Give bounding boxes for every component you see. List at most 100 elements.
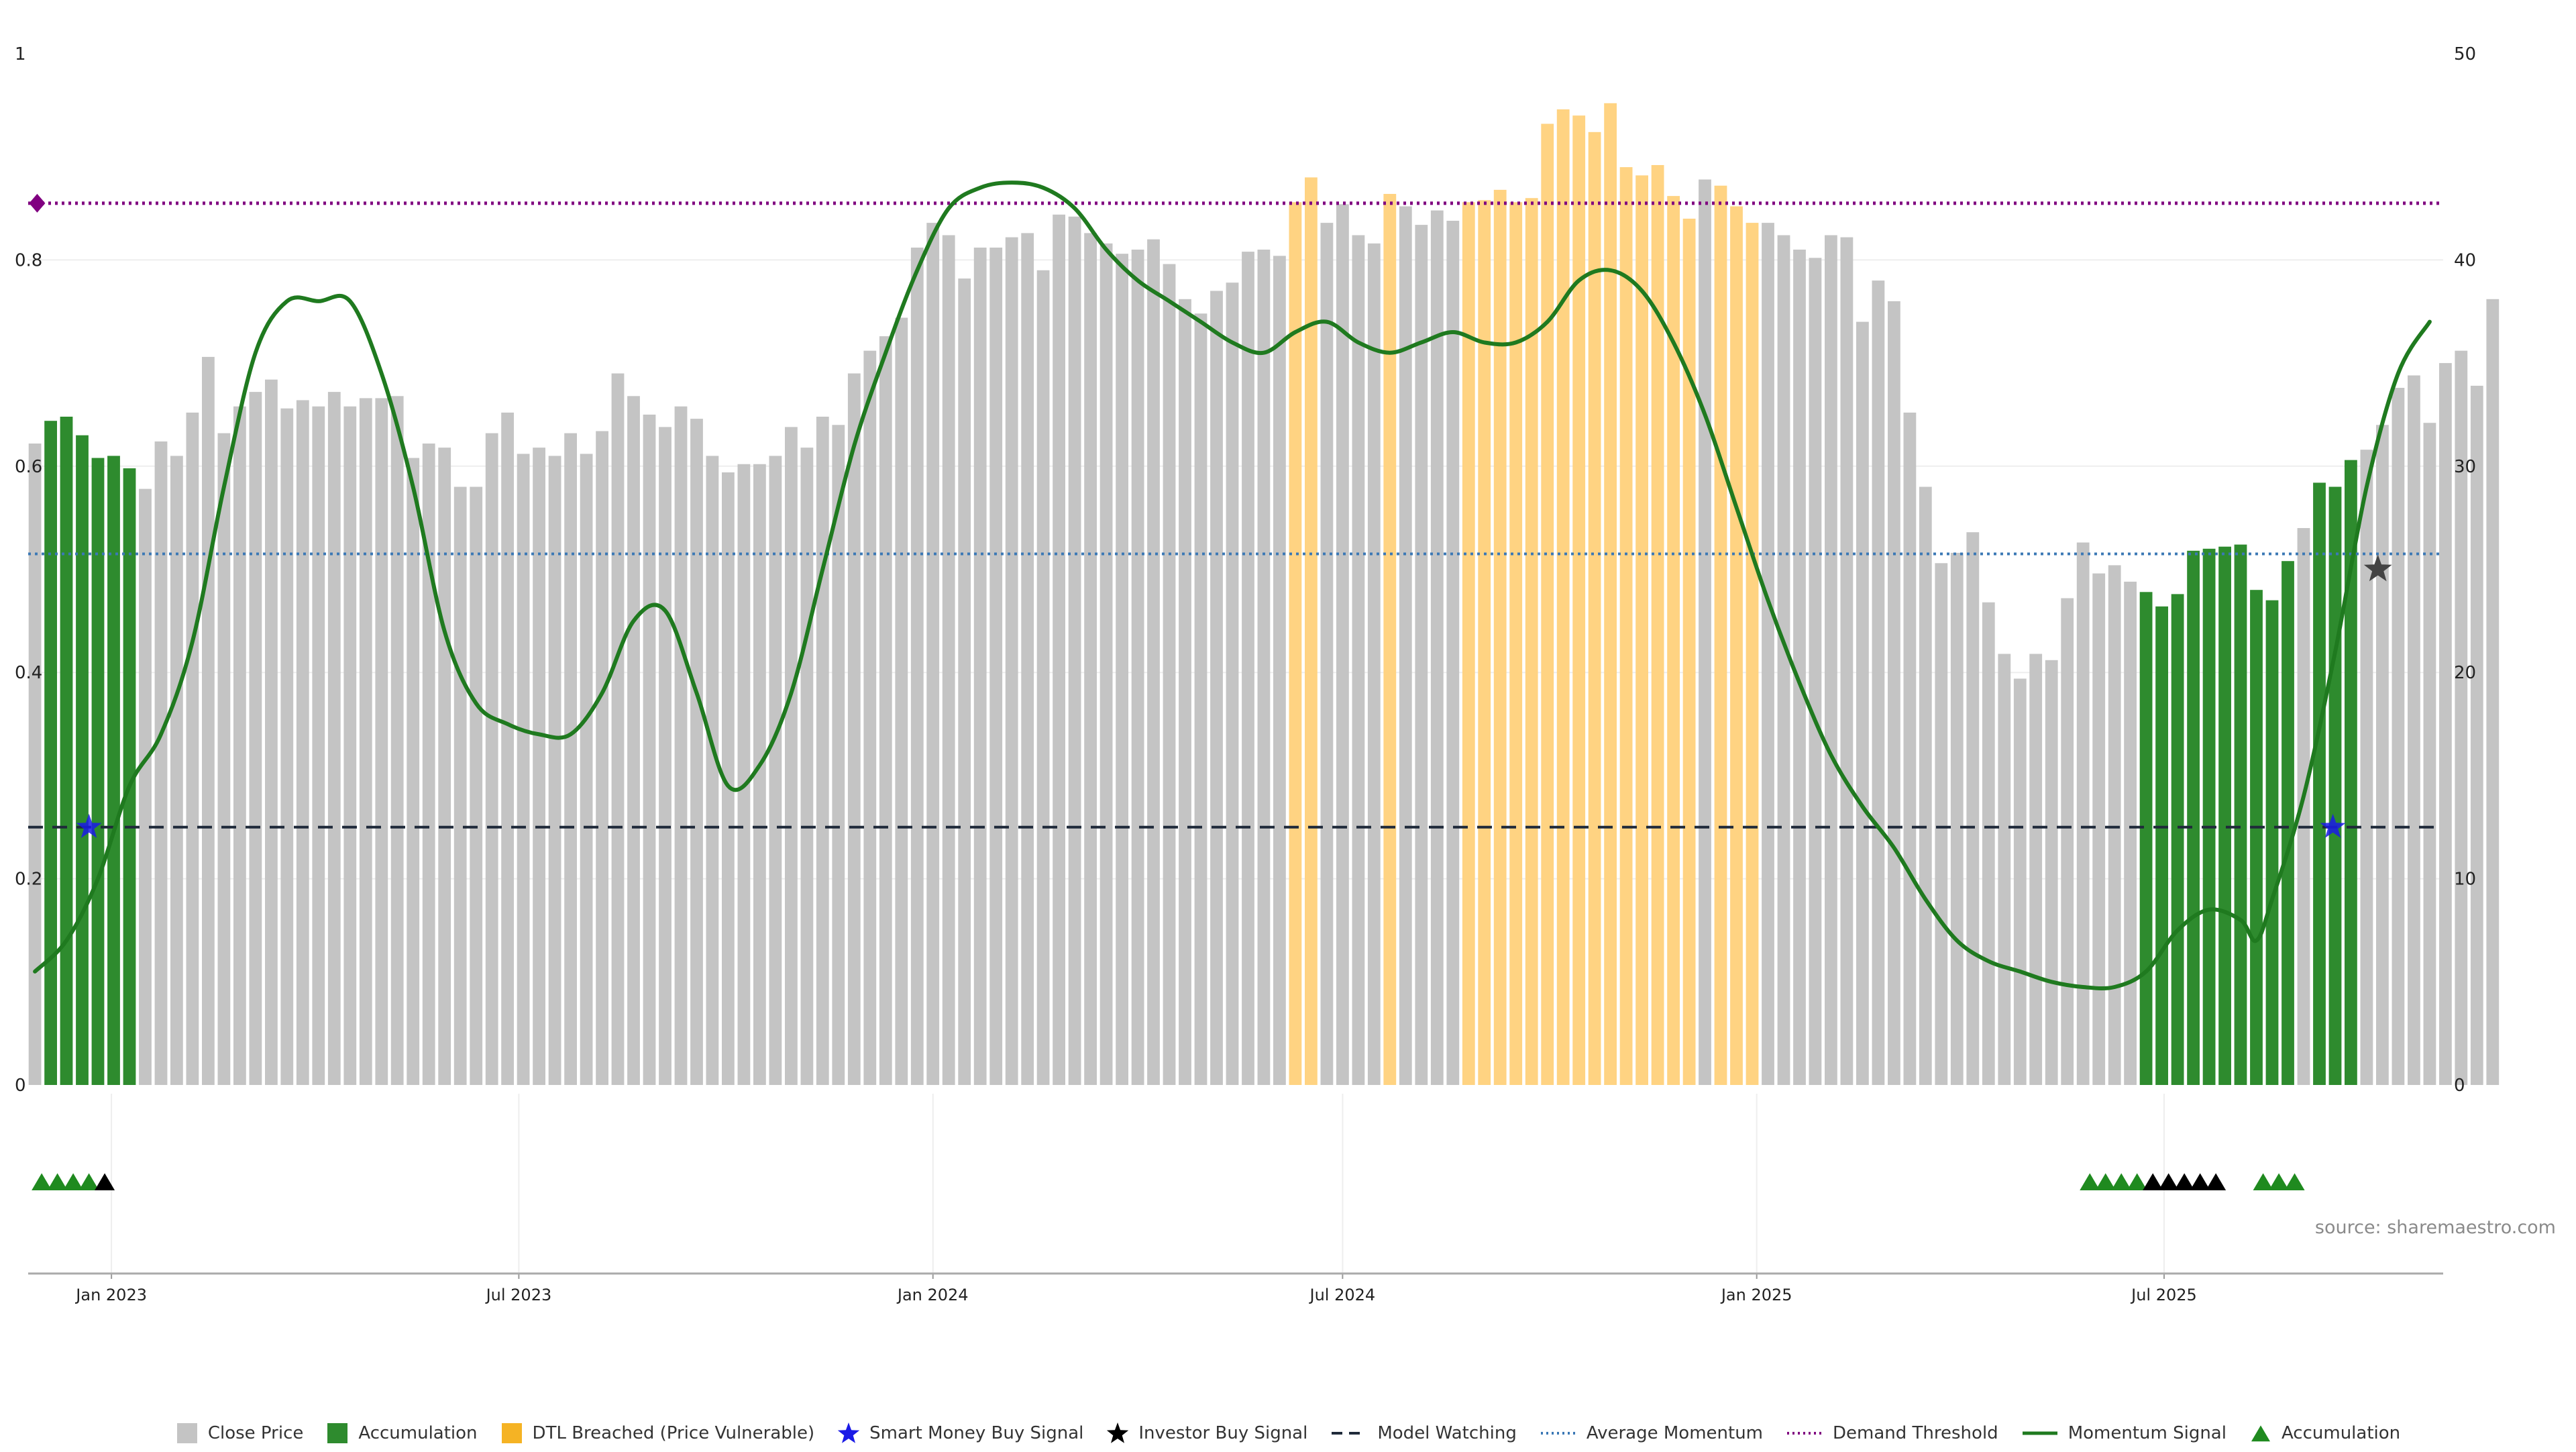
- close-price-bar: [1163, 264, 1176, 1085]
- close-price-bar: [1982, 602, 1995, 1085]
- accumulation-bar: [2328, 486, 2342, 1085]
- close-price-bar: [1147, 239, 1160, 1086]
- legend-square: [176, 1423, 197, 1443]
- close-price-bar: [517, 454, 530, 1085]
- dtl-breached-bar: [1478, 200, 1491, 1085]
- close-price-bar: [280, 408, 294, 1085]
- close-price-bar: [139, 488, 152, 1085]
- investor-signal-triangle: [2143, 1173, 2163, 1190]
- close-price-bar: [154, 441, 168, 1085]
- right-axis-tick-label: 0: [2454, 1076, 2465, 1096]
- close-price-bar: [1179, 299, 1191, 1085]
- close-price-bar: [1352, 235, 1365, 1085]
- legend-label: Accumulation: [2281, 1423, 2401, 1443]
- close-price-bar: [343, 406, 357, 1085]
- legend-label: Momentum Signal: [2068, 1423, 2226, 1443]
- close-price-bar: [1005, 237, 1018, 1086]
- close-price-bar: [2376, 425, 2389, 1085]
- close-price-bar: [926, 223, 940, 1086]
- close-price-bar: [501, 412, 514, 1085]
- accumulation-triangle: [2284, 1173, 2305, 1190]
- close-price-bar: [2013, 678, 2027, 1085]
- close-price-bar: [2470, 385, 2483, 1085]
- legend-label: Model Watching: [1377, 1423, 1517, 1443]
- close-price-bar: [375, 398, 388, 1085]
- legend-label: Investor Buy Signal: [1138, 1423, 1308, 1443]
- legend-symbol-star: [1107, 1422, 1129, 1443]
- close-price-bar: [2486, 299, 2500, 1085]
- close-price-bar: [2360, 450, 2373, 1085]
- accumulation-triangle: [2080, 1173, 2100, 1190]
- close-price-bar: [186, 412, 199, 1085]
- demand-threshold-marker: [29, 193, 46, 213]
- accumulation-bar: [2313, 482, 2326, 1085]
- close-price-bar: [217, 433, 231, 1085]
- legend-symbol-square: [176, 1423, 197, 1443]
- accumulation-bar: [2282, 561, 2294, 1085]
- close-price-bar: [1257, 250, 1271, 1085]
- close-price-bar: [816, 417, 829, 1085]
- legend-square: [501, 1423, 522, 1443]
- close-price-bar: [1825, 235, 1837, 1085]
- close-price-bar: [832, 425, 845, 1085]
- close-price-bar: [1430, 210, 1444, 1086]
- smart-money-buy-star: [76, 813, 102, 838]
- x-axis-tick-label: Jul 2025: [2130, 1286, 2197, 1304]
- accumulation-triangle: [32, 1173, 52, 1190]
- close-price-bar: [1116, 254, 1128, 1086]
- accumulation-bar: [2265, 600, 2279, 1085]
- legend-item-smart-money-buy-signal: Smart Money Buy Signal: [837, 1422, 1083, 1445]
- close-price-bar: [1194, 313, 1208, 1085]
- dtl-breached-bar: [1383, 194, 1397, 1085]
- legend-label: Average Momentum: [1586, 1423, 1764, 1443]
- legend-item-close-price: Close Price: [176, 1422, 303, 1445]
- legend-item-model-watching: Model Watching: [1330, 1422, 1517, 1445]
- legend-label: Smart Money Buy Signal: [869, 1423, 1084, 1443]
- right-axis-tick-label: 40: [2454, 250, 2476, 270]
- legend-item-average-momentum: Average Momentum: [1540, 1422, 1763, 1445]
- close-price-bar: [1367, 243, 1381, 1085]
- close-price-bar: [1226, 282, 1239, 1086]
- close-price-bar: [785, 427, 798, 1085]
- accumulation-bar: [91, 458, 105, 1085]
- close-price-bar: [265, 379, 278, 1086]
- close-price-bar: [2045, 660, 2058, 1085]
- close-price-bar: [722, 472, 735, 1085]
- close-price-bar: [753, 464, 766, 1085]
- left-axis-tick-label: 0.2: [15, 870, 42, 890]
- dtl-breached-bar: [1714, 185, 1727, 1086]
- close-price-bar: [1084, 233, 1097, 1085]
- legend-triangle: [2251, 1425, 2270, 1442]
- close-price-bar: [973, 248, 987, 1085]
- close-price-bar: [2439, 363, 2452, 1085]
- price-bars: [28, 103, 2500, 1086]
- close-price-bar: [1919, 486, 1932, 1085]
- dtl-breached-bar: [1556, 109, 1570, 1085]
- legend-item-demand-threshold: Demand Threshold: [1786, 1422, 1998, 1445]
- close-price-bar: [879, 336, 892, 1086]
- investor-signal-triangle: [2190, 1173, 2210, 1190]
- close-price-bar: [1872, 280, 1885, 1086]
- smart-money-buy-star: [2320, 813, 2346, 838]
- accumulation-bar: [2234, 544, 2247, 1085]
- accumulation-triangle: [2111, 1173, 2132, 1190]
- close-price-bar: [2076, 542, 2090, 1085]
- close-price-bar: [485, 433, 498, 1085]
- close-price-bar: [1950, 552, 1964, 1085]
- legend-symbol-dot: [1540, 1432, 1576, 1435]
- close-price-bar: [202, 356, 215, 1085]
- accumulation-triangle: [47, 1173, 68, 1190]
- dtl-breached-bar: [1462, 202, 1475, 1085]
- dtl-breached-bar: [1730, 206, 1743, 1085]
- accumulation-bar: [60, 417, 73, 1085]
- dtl-breached-bar: [1493, 189, 1507, 1085]
- close-price-bar: [1903, 412, 1917, 1085]
- close-price-bar: [2423, 423, 2436, 1085]
- accumulation-bar: [107, 456, 120, 1085]
- right-axis-tick-label: 10: [2454, 870, 2476, 890]
- left-axis-tick-label: 0.6: [15, 457, 42, 477]
- close-price-bar: [1336, 204, 1349, 1085]
- accumulation-bar: [76, 435, 89, 1085]
- legend-item-accumulation: Accumulation: [2249, 1422, 2400, 1445]
- accumulation-bar: [44, 421, 57, 1085]
